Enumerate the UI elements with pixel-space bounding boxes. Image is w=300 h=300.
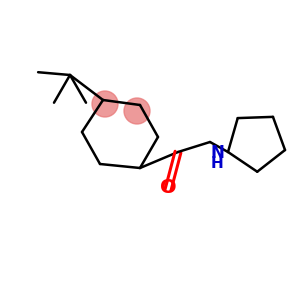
Text: H: H [211, 156, 224, 171]
Circle shape [124, 98, 150, 124]
Text: O: O [160, 178, 176, 197]
Text: N: N [211, 144, 225, 162]
Circle shape [92, 91, 118, 117]
